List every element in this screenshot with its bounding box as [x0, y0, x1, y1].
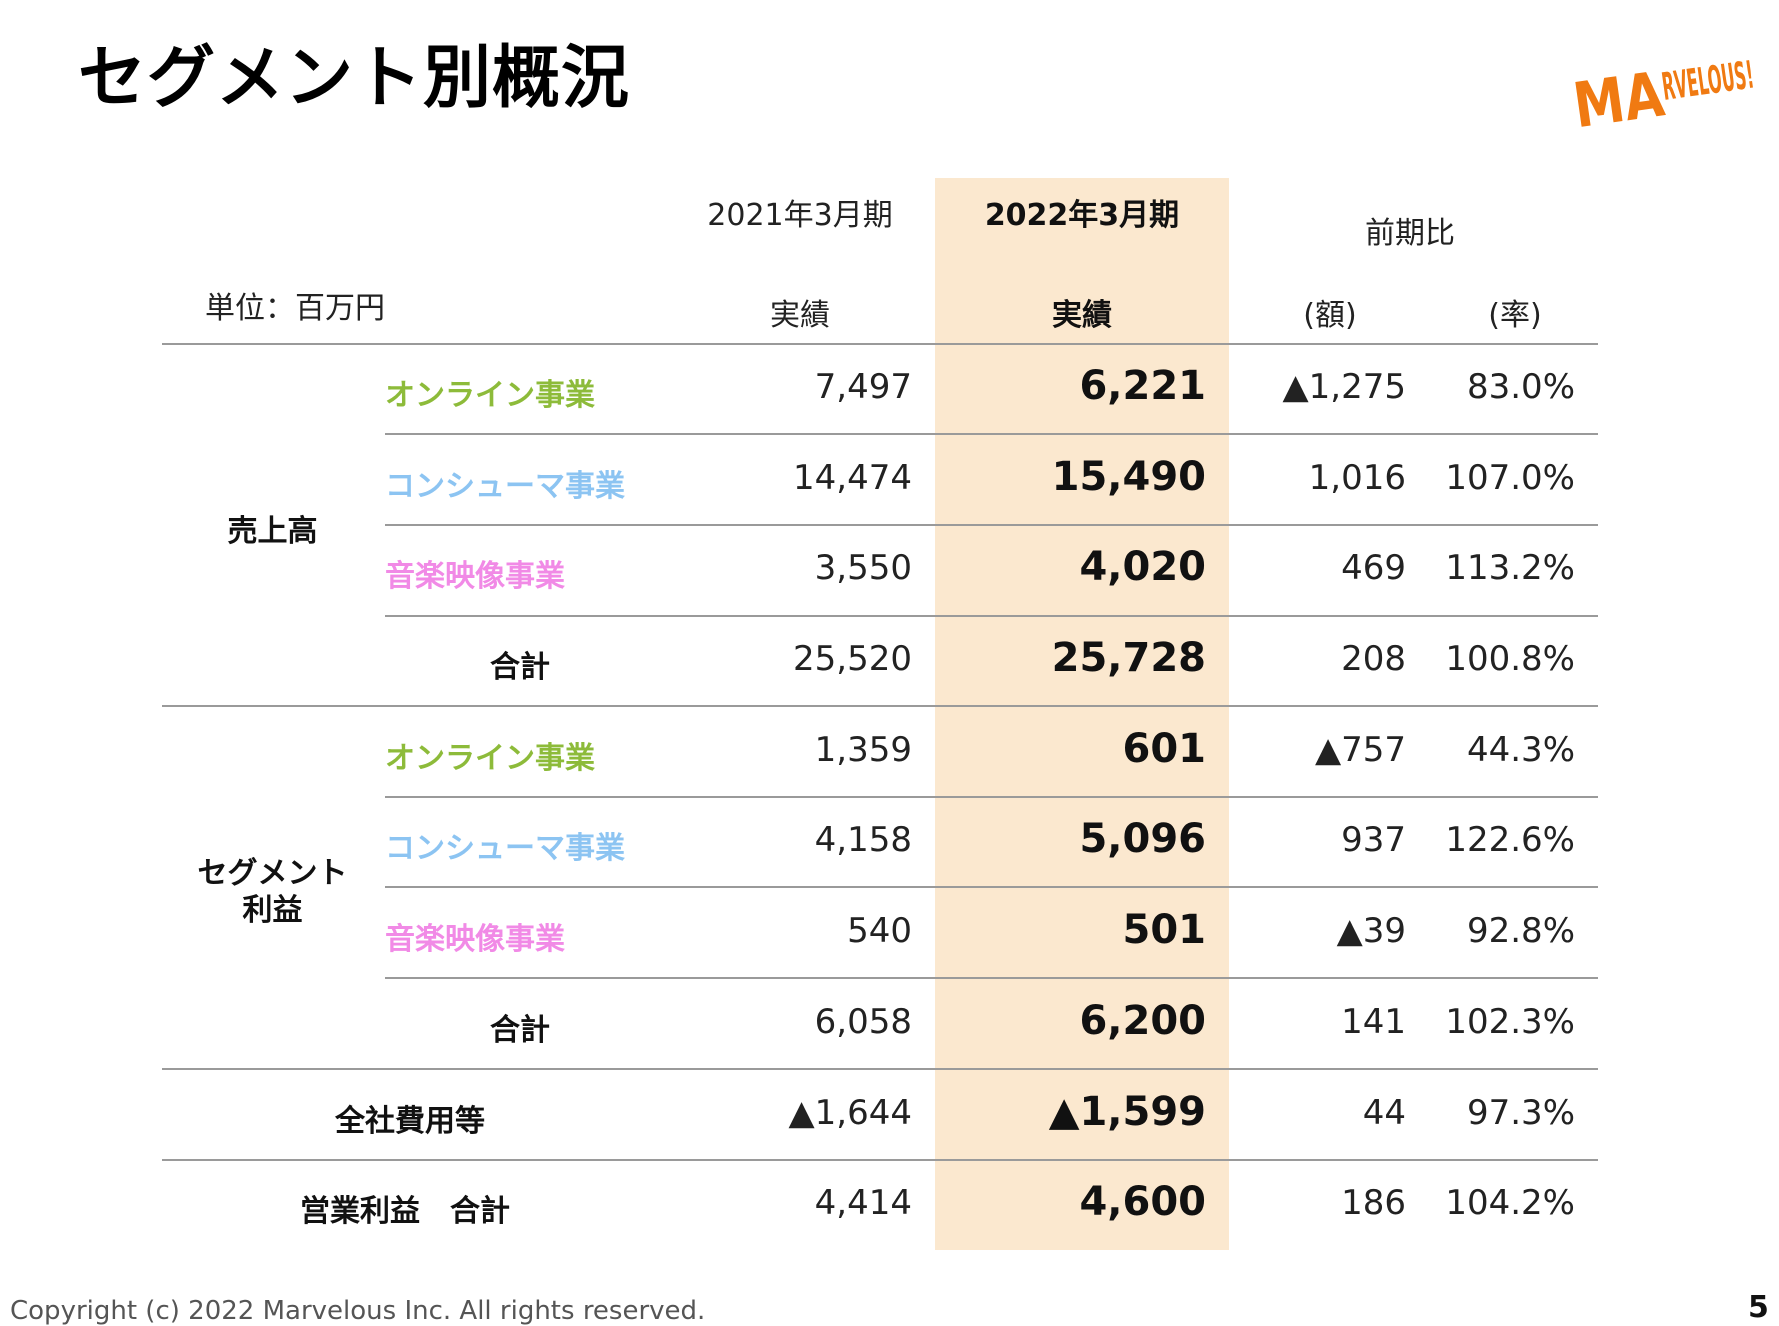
table-rule — [162, 705, 1598, 707]
cell-diff: ▲757 — [1314, 730, 1406, 770]
cell-curr: 4,020 — [1079, 544, 1206, 590]
cell-curr: 6,221 — [1079, 363, 1206, 409]
group-label-sales: 売上高 — [227, 514, 318, 549]
header-period-curr: 2022年3月期 — [984, 198, 1180, 233]
svg-text:RVELOUS!: RVELOUS! — [1659, 53, 1756, 109]
table-rule — [162, 1159, 1598, 1161]
table-rule — [385, 433, 1598, 435]
cell-diff: 937 — [1341, 820, 1406, 860]
row-label-online: オンライン事業 — [385, 741, 595, 776]
header-diff-amount: (額) — [1303, 298, 1357, 333]
cell-diff: 208 — [1341, 639, 1406, 679]
cell-rate: 102.3% — [1445, 1002, 1575, 1042]
svg-text:MA: MA — [1569, 57, 1668, 130]
row-label-consumer: コンシューマ事業 — [385, 469, 625, 504]
table-rule — [385, 886, 1598, 888]
cell-rate: 97.3% — [1466, 1093, 1575, 1133]
cell-curr: 4,600 — [1079, 1179, 1206, 1225]
cell-curr: 25,728 — [1051, 635, 1206, 681]
row-label-online: オンライン事業 — [385, 378, 595, 413]
row-label-total: 合計 — [490, 650, 550, 685]
header-comparison: 前期比 — [1365, 216, 1455, 251]
cell-rate: 113.2% — [1445, 548, 1575, 588]
cell-prev: 25,520 — [793, 639, 912, 679]
table-rule — [385, 977, 1598, 979]
cell-curr: 501 — [1122, 907, 1207, 953]
cell-prev: 1,359 — [814, 730, 912, 770]
page-title: セグメント別概況 — [78, 39, 631, 118]
cell-prev: ▲1,644 — [788, 1093, 912, 1133]
cell-prev: 4,414 — [814, 1183, 912, 1223]
cell-diff: 469 — [1341, 548, 1406, 588]
cell-diff: 44 — [1362, 1093, 1406, 1133]
copyright-footer: Copyright (c) 2022 Marvelous Inc. All ri… — [10, 1296, 706, 1326]
table-rule — [385, 796, 1598, 798]
cell-rate: 92.8% — [1466, 911, 1575, 951]
cell-curr: 601 — [1122, 726, 1207, 772]
table-rule — [162, 343, 1598, 345]
header-period-prev: 2021年3月期 — [707, 198, 893, 233]
cell-prev: 540 — [847, 911, 912, 951]
row-label-music: 音楽映像事業 — [385, 922, 565, 957]
cell-diff: 141 — [1341, 1002, 1406, 1042]
row-label-total: 合計 — [490, 1013, 550, 1048]
row-label-corporate-expenses: 全社費用等 — [335, 1104, 485, 1139]
header-diff-rate: (率) — [1488, 298, 1542, 333]
cell-prev: 6,058 — [814, 1002, 912, 1042]
cell-rate: 83.0% — [1466, 367, 1575, 407]
marvelous-logo: MA RVELOUS! — [1568, 40, 1758, 143]
cell-rate: 100.8% — [1445, 639, 1575, 679]
row-label-music: 音楽映像事業 — [385, 559, 565, 594]
row-label-consumer: コンシューマ事業 — [385, 831, 625, 866]
cell-rate: 122.6% — [1445, 820, 1575, 860]
group-label-segment-profit: セグメント — [197, 856, 348, 891]
page-number: 5 — [1748, 1290, 1769, 1325]
table-rule — [385, 615, 1598, 617]
cell-prev: 4,158 — [814, 820, 912, 860]
cell-curr: ▲1,599 — [1048, 1089, 1206, 1135]
cell-prev: 7,497 — [814, 367, 912, 407]
unit-label: 単位：百万円 — [205, 291, 385, 326]
cell-prev: 14,474 — [793, 458, 912, 498]
group-label-segment-profit: 利益 — [242, 893, 303, 928]
header-actual-prev: 実績 — [770, 298, 830, 333]
cell-diff: ▲1,275 — [1282, 367, 1406, 407]
row-label-operating-income-total: 営業利益 合計 — [300, 1194, 510, 1229]
current-period-highlight — [935, 178, 1229, 1250]
cell-rate: 107.0% — [1445, 458, 1575, 498]
cell-prev: 3,550 — [814, 548, 912, 588]
cell-rate: 44.3% — [1466, 730, 1575, 770]
cell-curr: 5,096 — [1079, 816, 1206, 862]
cell-diff: ▲39 — [1336, 911, 1406, 951]
cell-curr: 15,490 — [1051, 454, 1206, 500]
cell-diff: 186 — [1341, 1183, 1406, 1223]
table-rule — [385, 524, 1598, 526]
cell-curr: 6,200 — [1079, 998, 1206, 1044]
cell-rate: 104.2% — [1445, 1183, 1575, 1223]
table-rule — [162, 1068, 1598, 1070]
cell-diff: 1,016 — [1308, 458, 1406, 498]
header-actual-curr: 実績 — [1052, 298, 1112, 333]
